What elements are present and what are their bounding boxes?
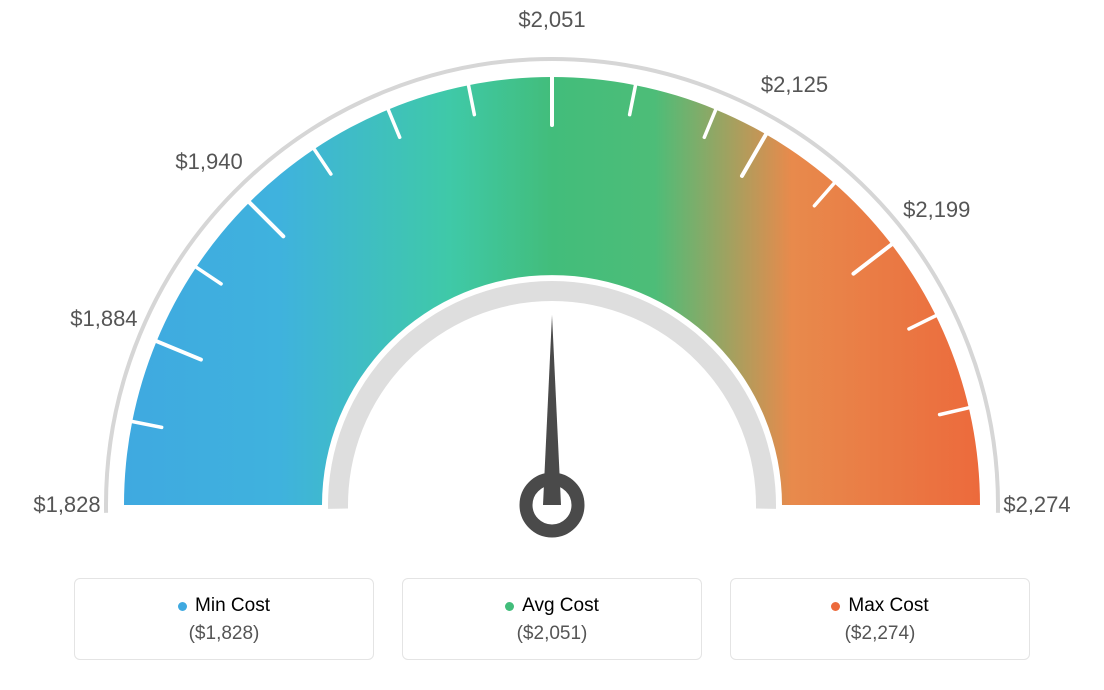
legend-label-max: Max Cost — [848, 595, 928, 617]
legend-card-avg: Avg Cost ($2,051) — [402, 578, 702, 660]
dot-icon — [831, 602, 840, 611]
legend-label-min: Min Cost — [195, 595, 270, 617]
legend-value-max: ($2,274) — [731, 623, 1029, 645]
gauge-tick-label: $2,199 — [903, 197, 970, 223]
gauge-tick-label: $2,274 — [1003, 492, 1070, 518]
dot-icon — [178, 602, 187, 611]
legend-title-max: Max Cost — [831, 595, 928, 617]
legend-label-avg: Avg Cost — [522, 595, 599, 617]
gauge-tick-label: $2,125 — [761, 72, 828, 98]
legend-title-min: Min Cost — [178, 595, 270, 617]
gauge-tick-label: $1,884 — [70, 306, 137, 332]
gauge-svg — [0, 0, 1104, 560]
dot-icon — [505, 602, 514, 611]
legend-card-min: Min Cost ($1,828) — [74, 578, 374, 660]
gauge-tick-label: $1,828 — [33, 492, 100, 518]
gauge-chart-container: $1,828 $1,884 $1,940 $2,051 $2,125 $2,199 $2,2… — [0, 0, 1104, 690]
legend-value-min: ($1,828) — [75, 623, 373, 645]
gauge-tick-label: $2,051 — [518, 7, 585, 33]
legend-value-avg: ($2,051) — [403, 623, 701, 645]
legend-title-avg: Avg Cost — [505, 595, 599, 617]
gauge-tick-label: $1,940 — [175, 149, 242, 175]
gauge-area: $1,828 $1,884 $1,940 $2,051 $2,125 $2,199 $2,2… — [0, 0, 1104, 540]
legend-card-max: Max Cost ($2,274) — [730, 578, 1030, 660]
legend-row: Min Cost ($1,828) Avg Cost ($2,051) Max … — [0, 578, 1104, 660]
